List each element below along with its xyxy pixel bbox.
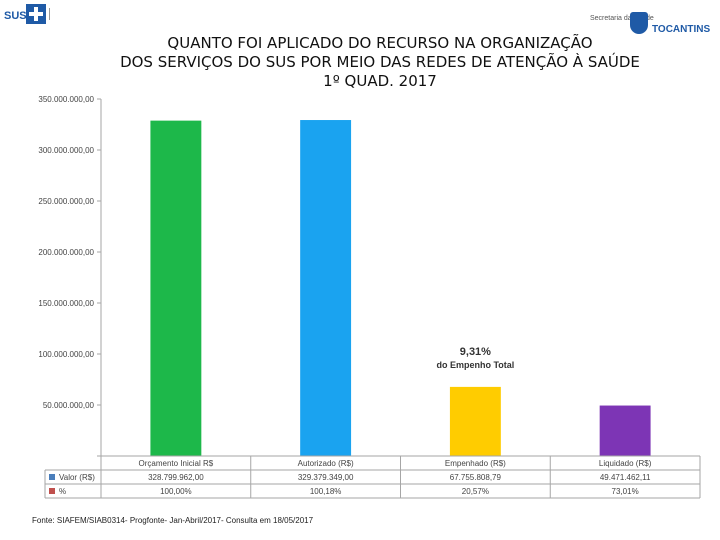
tocantins-logo: Secretaria da Saúde TOCANTINS [590,8,716,44]
y-tick-label: 250.000.000,00 [38,197,94,206]
chart-title: QUANTO FOI APLICADO DO RECURSO NA ORGANI… [0,34,720,91]
category-label-3: Liquidado (R$) [599,459,652,468]
value-label-1: 329.379.349,00 [298,473,354,482]
category-label-1: Autorizado (R$) [298,459,354,468]
bar-1 [300,120,352,456]
percent-label-0: 100,00% [160,487,192,496]
value-label-0: 328.799.962,00 [148,473,204,482]
legend-swatch-0 [49,474,55,480]
sus-logo: SUS [4,4,66,26]
y-tick-label: 150.000.000,00 [38,299,94,308]
y-tick-label: 50.000.000,00 [43,401,95,410]
y-tick-label: 300.000.000,00 [38,146,94,155]
category-label-0: Orçamento Inicial R$ [139,459,214,468]
chart-title-line-2: DOS SERVIÇOS DO SUS POR MEIO DAS REDES D… [120,53,640,71]
health-cross-icon [26,4,46,24]
chart-title-line-3: 1º QUAD. 2017 [323,72,437,90]
y-tick-label: 200.000.000,00 [38,248,94,257]
annotation-label: do Empenho Total [436,360,514,370]
category-label-2: Empenhado (R$) [445,459,506,468]
percent-label-3: 73,01% [612,487,639,496]
tocantins-text: TOCANTINS [652,24,711,35]
value-label-3: 49.471.462,11 [600,473,651,482]
y-tick-label: 100.000.000,00 [38,350,94,359]
percent-label-1: 100,18% [310,487,342,496]
bar-2 [449,386,501,456]
value-label-2: 67.755.808,79 [450,473,502,482]
chart-title-line-1: QUANTO FOI APLICADO DO RECURSO NA ORGANI… [167,34,593,52]
legend-swatch-1 [49,488,55,494]
tocantins-shield-icon [630,12,648,34]
ministry-logo-icon [49,8,64,20]
bar-3 [599,405,651,456]
y-tick-label: 350.000.000,00 [38,95,94,104]
percent-label-2: 20,57% [462,487,489,496]
annotation-percent: 9,31% [460,346,491,358]
bar-0 [150,120,202,457]
legend-label-0: Valor (R$) [59,473,95,482]
sus-logo-text: SUS [4,10,27,22]
legend-label-1: % [59,487,66,496]
secretaria-text: Secretaria da Saúde [590,15,654,22]
source-note: Fonte: SIAFEM/SIAB0314- Progfonte- Jan-A… [32,516,314,525]
